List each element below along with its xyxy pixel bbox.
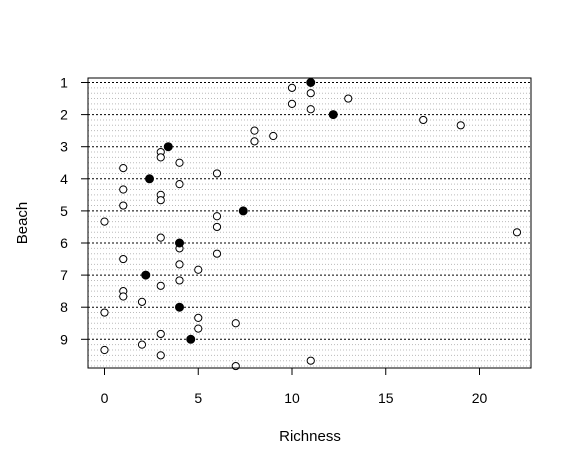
observation-point [306, 105, 315, 114]
observation-point [119, 254, 128, 264]
observation-point [119, 292, 128, 301]
beach-mean-point [186, 334, 196, 344]
y-axis-title: Beach [14, 202, 31, 245]
observation-point [212, 169, 222, 178]
x-tick-label: 20 [472, 390, 488, 406]
observation-point [175, 158, 184, 167]
observation-point [344, 94, 353, 103]
observation-point [512, 228, 522, 237]
observation-point [287, 83, 297, 92]
observation-point [175, 180, 184, 189]
x-axis-title: Richness [279, 428, 341, 445]
observation-point [212, 222, 222, 232]
y-tick-label: 9 [60, 331, 68, 347]
observation-point [137, 340, 147, 349]
observation-point [137, 297, 147, 306]
plot-frame [87, 77, 532, 369]
beach-mean-point [163, 142, 173, 152]
observation-point [156, 351, 165, 360]
observation-point [250, 126, 259, 135]
observation-point [156, 233, 165, 242]
y-tick-label: 7 [60, 267, 68, 283]
observation-point [287, 99, 297, 109]
y-tick-label: 4 [60, 171, 68, 187]
beach-mean-point [175, 302, 184, 312]
y-tick-label: 5 [60, 203, 68, 219]
observation-point [269, 131, 278, 141]
observation-point [250, 137, 259, 146]
beach-mean-point [306, 78, 316, 87]
y-axis: 1 2 3 4 5 6 7 8 9 [60, 75, 88, 347]
beach-mean-point [175, 238, 184, 248]
observation-point [156, 329, 165, 339]
y-tick-label: 3 [60, 139, 68, 155]
x-tick-label: 0 [101, 390, 109, 406]
observation-point [100, 308, 109, 317]
observation-point [100, 345, 109, 355]
beach-mean-lines [88, 82, 531, 340]
x-tick-label: 15 [378, 390, 394, 406]
observation-point [194, 313, 203, 322]
x-axis: 0 5 10 15 20 [101, 367, 488, 406]
observation-point [156, 153, 165, 162]
beach-mean-point [141, 270, 151, 280]
y-tick-label: 6 [60, 235, 68, 251]
observation-point [100, 217, 109, 226]
observation-point [119, 185, 128, 194]
observation-point [156, 281, 165, 290]
observation-point [419, 115, 428, 125]
observation-point [156, 196, 165, 205]
observation-point [231, 319, 240, 328]
data-points [100, 78, 522, 371]
observation-point [175, 260, 184, 269]
observation-point [119, 201, 128, 210]
observation-point [212, 249, 222, 258]
observation-point [231, 361, 240, 371]
observation-point [212, 212, 222, 221]
beach-mean-point [145, 174, 154, 184]
beach-mean-point [328, 110, 338, 120]
beach-mean-point [238, 206, 248, 216]
observation-point [119, 164, 128, 173]
x-tick-label: 5 [194, 390, 202, 406]
observation-point [175, 276, 184, 285]
y-tick-label: 1 [60, 75, 68, 91]
x-tick-label: 10 [284, 390, 300, 406]
observation-point [194, 265, 203, 274]
observation-point [306, 89, 315, 98]
observation-point [194, 324, 203, 333]
grid-lines [88, 87, 531, 367]
y-tick-label: 2 [60, 107, 68, 123]
observation-point [306, 356, 315, 365]
y-tick-label: 8 [60, 299, 68, 315]
observation-point [456, 121, 465, 130]
